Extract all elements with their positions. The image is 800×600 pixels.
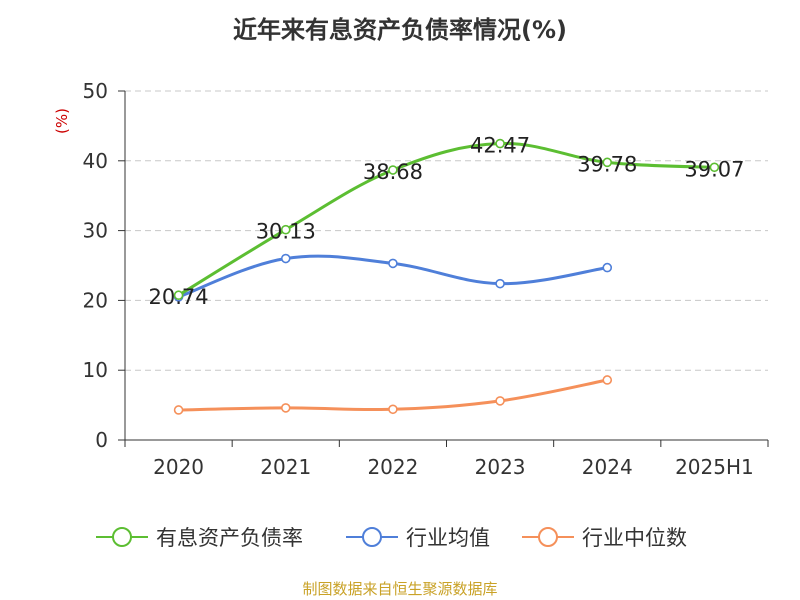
data-label: 20.74 [149,285,209,309]
y-tick-label: 10 [83,358,108,382]
data-point-series-2 [602,262,613,273]
data-point-series-3 [173,405,184,415]
data-labels: 20.74 30.13 38.68 42.47 39.78 39.07 [149,134,745,310]
data-point-series-1 [388,165,398,175]
data-point-series-3 [388,404,398,415]
chart-title: 近年来有息资产负债率情况(%) [233,16,567,44]
series-line-1 [177,142,715,297]
legend-marker-series-2 [346,525,398,549]
x-tick-label: 2025H1 [675,455,754,479]
y-tick-label: 30 [83,219,108,243]
legend-marker-series-1 [96,525,148,549]
data-point-series-3 [495,396,505,406]
data-point-series-3 [602,375,613,385]
legend-marker-series-3 [522,525,574,549]
data-label: 30.13 [256,220,316,244]
legend-label: 行业中位数 [582,526,687,550]
legend: 有息资产负债率 行业均值 行业中位数 [0,520,800,554]
legend-item-series-3[interactable]: 行业中位数 [522,520,687,554]
x-tick-label: 2020 [153,455,204,479]
x-tick-label: 2023 [475,455,526,479]
x-tick-label: 2021 [260,455,311,479]
x-tick-label: 2022 [367,455,418,479]
axes: 0 10 20 30 40 50 2020 2021 2022 2023 2024 2025H1 [83,79,769,479]
y-tick-label: 20 [83,288,108,312]
data-point-series-2 [388,258,398,269]
data-label: 38.68 [363,160,423,184]
data-point-series-1 [173,290,184,301]
data-point-series-2 [495,278,505,289]
data-point-series-1 [602,157,613,168]
y-tick-label: 0 [95,428,108,452]
data-label: 39.78 [577,152,637,176]
data-source-note: 制图数据来自恒生聚源数据库 [302,580,498,598]
data-point-series-2 [280,253,291,264]
data-point-series-1 [280,224,291,235]
data-point-series-3 [280,403,291,413]
legend-label: 有息资产负债率 [156,526,303,550]
legend-item-series-1[interactable]: 有息资产负债率 [96,520,303,554]
legend-item-series-2[interactable]: 行业均值 [346,520,490,554]
data-point-series-1 [709,162,720,173]
y-tick-label: 50 [83,79,108,103]
data-label: 39.07 [684,157,744,181]
x-tick-label: 2024 [582,455,633,479]
gridlines [125,90,768,371]
legend-label: 行业均值 [406,526,490,550]
series-lines [173,138,720,415]
data-label: 42.47 [470,134,530,158]
y-tick-label: 40 [83,149,108,173]
data-point-series-1 [495,138,505,149]
